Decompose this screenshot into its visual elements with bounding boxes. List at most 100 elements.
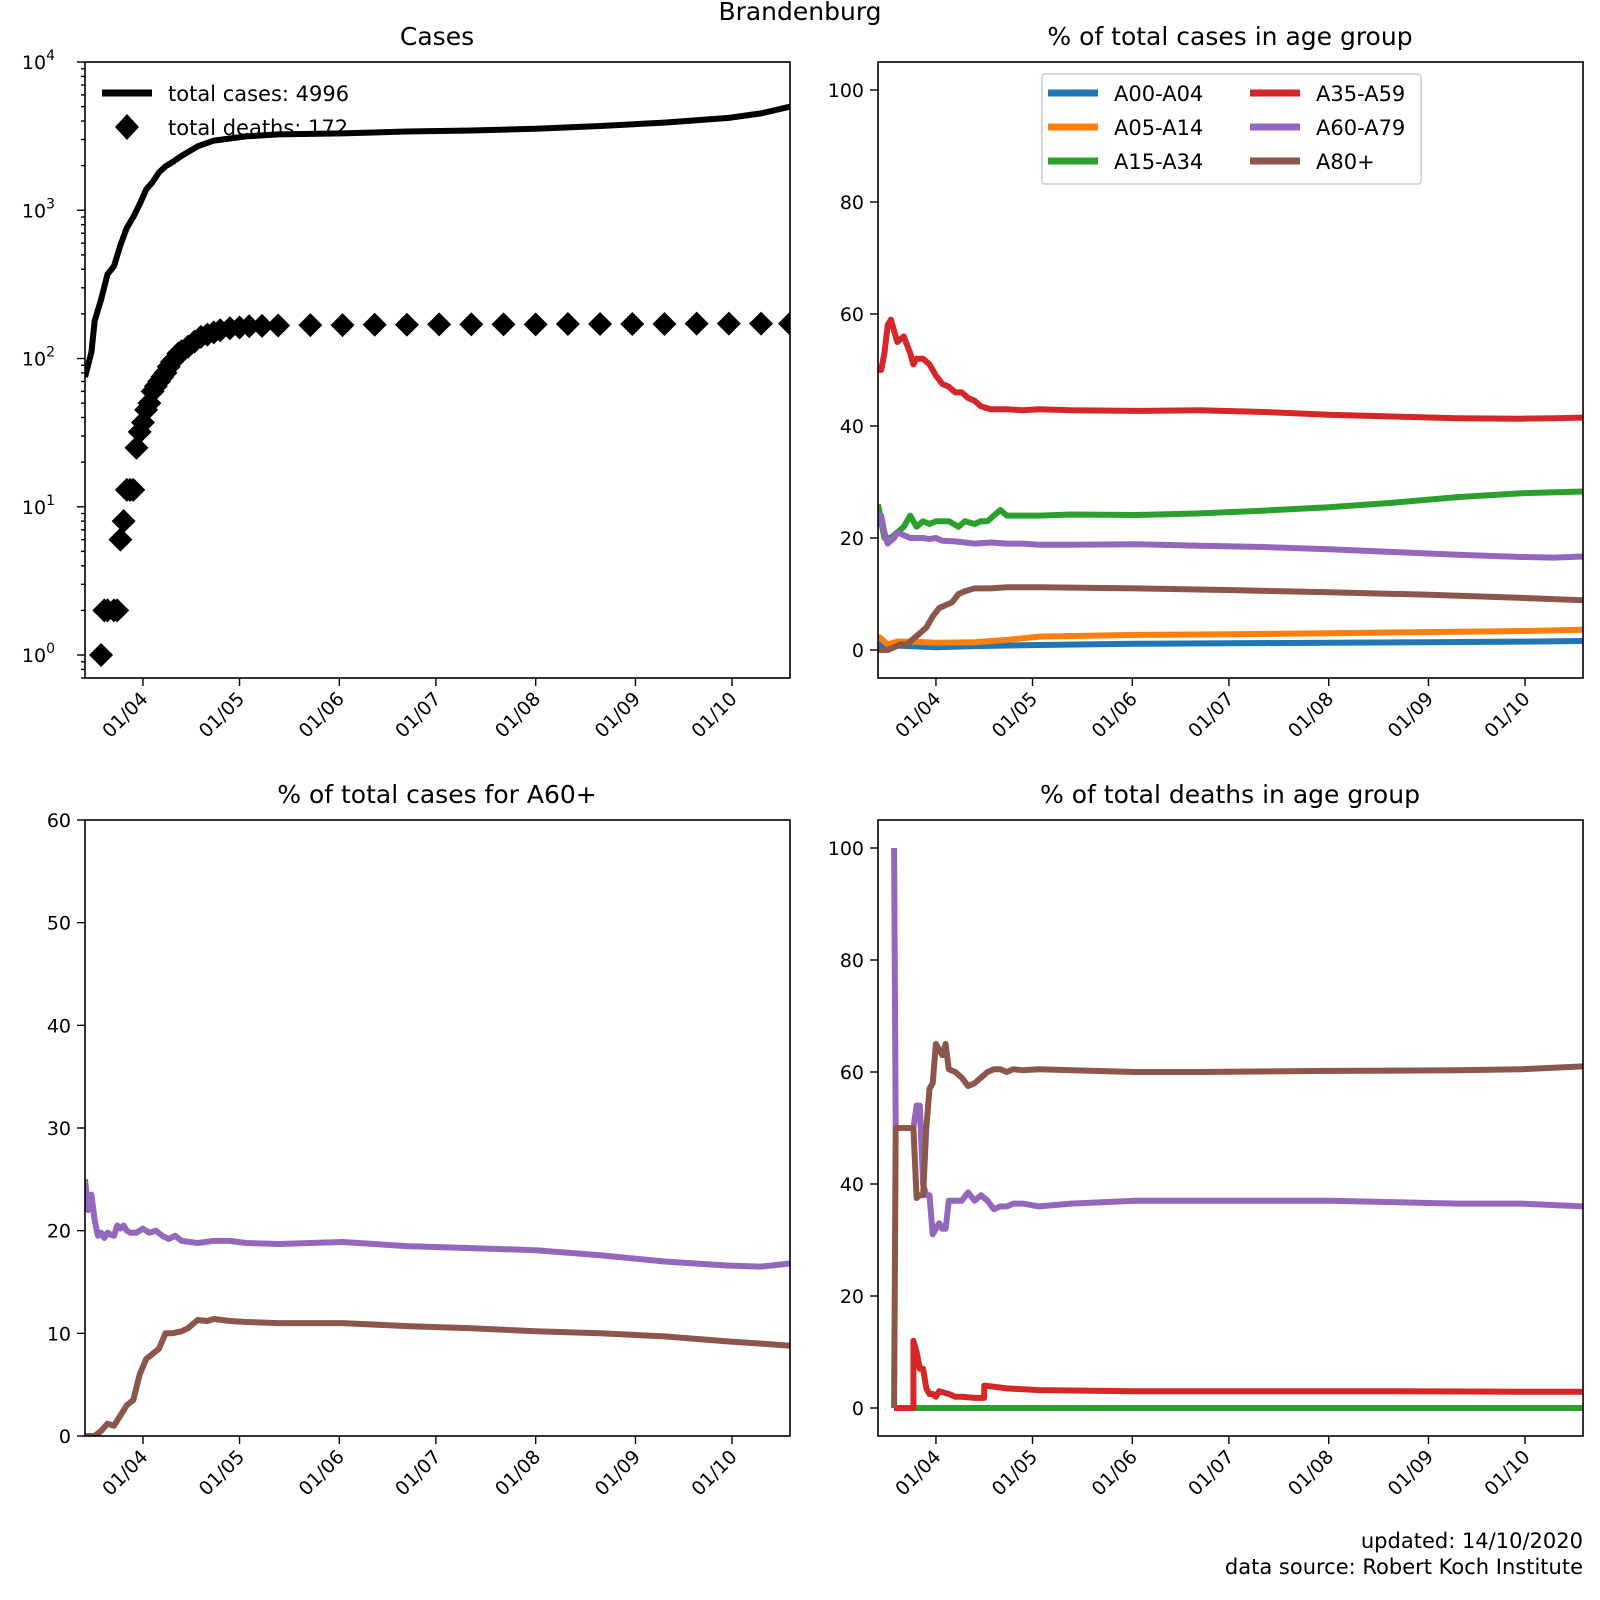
death-marker [250,313,275,338]
axes-frame [84,819,791,1437]
x-tick-label: 01/09 [591,688,645,742]
x-tick-label: 01/04 [891,688,945,742]
y-tick-label: 102 [22,345,55,371]
axes-frame [877,819,1584,1437]
series-line-A80+ [878,584,1583,653]
legend-swatch-total-deaths [115,114,139,140]
x-tick-label: 01/07 [1184,1446,1238,1500]
legend-label-A15-A34: A15-A34 [1114,150,1203,174]
death-marker [330,313,355,338]
y-tick-label: 100 [828,80,864,102]
series-line-total-cases [85,103,790,378]
legend-box [1041,73,1422,185]
y-tick-label: 40 [47,1015,71,1037]
death-marker [588,311,613,336]
y-tick-label: 20 [840,1286,864,1308]
y-tick-label: 80 [840,192,864,214]
x-tick-label: 01/08 [491,688,545,742]
panel-a60plus: % of total cases for A60+ 01/04 01/05 01/0… [47,780,791,1500]
death-marker [684,311,709,336]
x-tick-label: 01/06 [295,1446,349,1500]
death-marker [716,311,741,336]
legend: A00-A04 A05-A14 A15-A34 A35-A59 A60-A79 … [1041,73,1422,185]
x-tick-label: 01/05 [988,688,1042,742]
death-marker [778,311,790,336]
x-tick-label: 01/06 [1088,1446,1142,1500]
x-tick-label: 01/08 [1284,1446,1338,1500]
series-line-A60-A79 [891,847,1583,1238]
death-marker [298,313,323,338]
y-tick-label: 103 [22,196,55,222]
series-line-A35-A59 [894,1337,1583,1411]
y-tick-label: 101 [22,493,55,519]
death-marker [555,311,580,336]
y-tick-label: 60 [840,304,864,326]
x-tick-label: 01/10 [687,1446,741,1500]
y-tick-label: 60 [840,1062,864,1084]
x-tick-label: 01/09 [591,1446,645,1500]
x-tick-label: 01/04 [98,688,152,742]
panel-cases-age: % of total cases in age group 01/04 01/05… [828,22,1584,742]
y-tick-label: 100 [22,641,55,667]
panel-title: % of total deaths in age group [1040,780,1420,809]
x-tick-label: 01/09 [1384,688,1438,742]
y-tick-label: 50 [47,913,71,935]
legend-label-A80+: A80+ [1316,150,1375,174]
legend-label-total-cases: total cases: 4996 [168,82,349,106]
axes-frame [877,61,1584,679]
x-tick-label: 01/08 [1284,688,1338,742]
x-tick-label: 01/07 [391,688,445,742]
death-marker [362,312,387,337]
x-tick-label: 01/04 [891,1446,945,1500]
death-marker [237,314,262,339]
x-tick-label: 01/05 [988,1446,1042,1500]
x-tick-label: 01/07 [391,1446,445,1500]
legend-label-total-deaths: total deaths: 172 [168,116,348,140]
legend-label-A60-A79: A60-A79 [1316,116,1405,140]
x-tick-label: 01/10 [1480,688,1534,742]
x-tick-label: 01/06 [1088,688,1142,742]
x-tick-label: 01/08 [491,1446,545,1500]
y-tick-label: 0 [59,1426,71,1448]
x-tick-label: 01/10 [1480,1446,1534,1500]
series-line-A60-A79 [878,512,1583,561]
death-marker [749,311,774,336]
x-tick-label: 01/05 [195,688,249,742]
y-tick-label: 0 [852,640,864,662]
series-line-A80+ [85,1316,790,1436]
death-marker [111,509,136,534]
death-marker [620,311,645,336]
y-tick-label: 80 [840,950,864,972]
footer-updated: updated: 14/10/2020 [1361,1529,1583,1553]
y-tick-label: 60 [47,810,71,832]
panel-title: Cases [400,22,474,51]
death-marker [266,313,291,338]
death-marker [124,435,149,460]
death-marker [427,312,452,337]
death-marker [105,598,130,623]
series-line-A80+ [891,1041,1583,1409]
axes-frame [84,61,791,679]
y-tick-label: 20 [47,1221,71,1243]
x-tick-label: 01/04 [98,1446,152,1500]
y-tick-label: 40 [840,416,864,438]
panel-title: % of total cases for A60+ [277,780,596,809]
x-tick-label: 01/06 [295,688,349,742]
death-marker [459,312,484,337]
panel-cases: Cases 01/04 01/05 01/06 01/07 01/08 01/09 01/1… [22,22,791,742]
panel-title: % of total cases in age group [1047,22,1412,51]
death-marker [89,643,114,668]
x-tick-label: 01/05 [195,1446,249,1500]
y-tick-label: 0 [852,1398,864,1420]
series-total-deaths [89,311,790,668]
legend-label-A05-A14: A05-A14 [1114,116,1203,140]
series-line-A15-A34 [878,488,1583,541]
death-marker [108,527,133,552]
death-marker [652,311,677,336]
y-tick-label: 20 [840,528,864,550]
death-marker [491,312,516,337]
y-tick-label: 10 [47,1323,71,1345]
death-marker [121,477,146,502]
legend-label-A35-A59: A35-A59 [1316,82,1405,106]
